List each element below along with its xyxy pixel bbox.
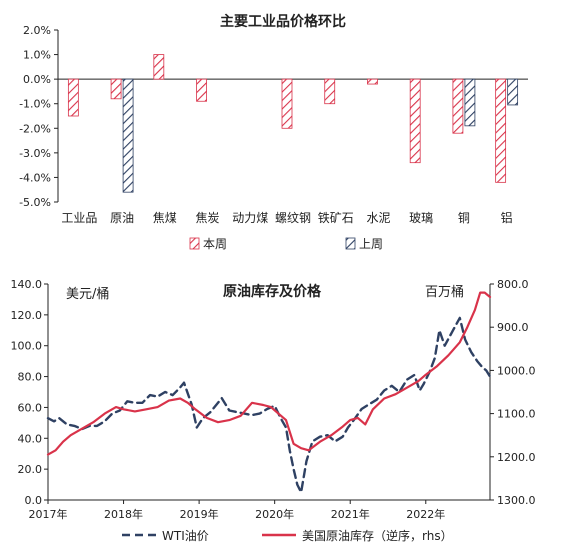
chart1-category-label: 工业品 bbox=[61, 211, 97, 225]
chart1-category-label: 铁矿石 bbox=[318, 211, 354, 225]
chart2-left-tick-label: 140.0 bbox=[11, 278, 43, 291]
chart2-left-tick-label: 120.0 bbox=[11, 309, 43, 322]
chart1-bar-last-week bbox=[507, 78, 519, 106]
chart2-x-tick-label: 2017年 bbox=[29, 507, 68, 521]
chart2-lines bbox=[46, 291, 492, 494]
chart1-legend-swatch bbox=[345, 237, 356, 250]
chart2-x-tick-label: 2020年 bbox=[255, 507, 294, 521]
chart1-category-label: 铜 bbox=[458, 210, 470, 225]
chart1-y-tick-label: -5.0% bbox=[19, 196, 51, 209]
chart2-right-tick-label: 1300.0 bbox=[497, 494, 536, 507]
chart2-x-tick-label: 2022年 bbox=[406, 507, 445, 521]
chart1-category-label: 螺纹钢 bbox=[275, 211, 311, 225]
chart1-bar-this-week bbox=[324, 78, 336, 105]
chart2-x-tick-label: 2021年 bbox=[331, 507, 370, 521]
wti-price-line bbox=[46, 316, 492, 494]
chart1-y-axis: 2.0% 1.0% 0.0% -1.0% -2.0% -3.0% -4.0% -5.0% bbox=[19, 24, 59, 209]
crude-oil-inventory-line-chart: 原油库存及价格 美元/桶 百万桶 0.0 20.0 40.0 60.0 80.0 100.… bbox=[11, 278, 536, 543]
chart1-category-label: 水泥 bbox=[366, 211, 390, 225]
chart1-title: 主要工业品价格环比 bbox=[220, 13, 346, 30]
chart1-bar-this-week bbox=[409, 78, 421, 164]
chart2-title: 原油库存及价格 bbox=[223, 283, 322, 300]
chart1-category-label: 动力煤 bbox=[232, 211, 268, 225]
chart2-legend: WTI油价 美国原油库存（逆序，rhs） bbox=[122, 528, 453, 543]
chart2-right-tick-label: 900.0 bbox=[497, 321, 529, 334]
chart1-legend-label: 上周 bbox=[359, 237, 383, 251]
chart1-bar-this-week bbox=[110, 78, 122, 100]
chart2-x-tick-label: 2019年 bbox=[180, 507, 219, 521]
chart1-x-axis: 工业品 原油 焦煤 焦炭 动力煤 螺纹钢 铁矿石 水泥 玻璃 铜 铝 bbox=[58, 78, 528, 225]
chart1-category-label: 原油 bbox=[110, 211, 134, 225]
chart2-axes: 0.0 20.0 40.0 60.0 80.0 100.0 120.0 140.0 800.0 9… bbox=[11, 278, 536, 521]
chart2-right-tick-label: 1200.0 bbox=[497, 451, 536, 464]
chart1-y-tick-label: 1.0% bbox=[23, 49, 51, 62]
chart1-y-tick-label: 2.0% bbox=[23, 24, 51, 37]
chart2-left-tick-label: 20.0 bbox=[18, 463, 43, 476]
chart1-bar-last-week bbox=[122, 78, 134, 193]
industrial-price-bar-chart: 主要工业品价格环比 2.0% 1.0% 0.0% -1.0% -2.0% -3.0% -4.… bbox=[19, 13, 528, 251]
chart2-right-tick-label: 1100.0 bbox=[497, 408, 536, 421]
chart2-legend-label: 美国原油库存（逆序，rhs） bbox=[302, 528, 453, 543]
chart1-category-label: 铝 bbox=[501, 210, 513, 225]
chart2-left-unit: 美元/桶 bbox=[66, 287, 109, 302]
chart1-bars bbox=[67, 54, 519, 193]
chart1-bar-this-week bbox=[495, 78, 507, 183]
chart1-bar-this-week bbox=[153, 54, 165, 80]
chart2-left-tick-label: 40.0 bbox=[18, 432, 43, 445]
chart2-left-tick-label: 0.0 bbox=[25, 494, 43, 507]
chart1-bar-this-week bbox=[452, 78, 464, 134]
us-crude-inventory-line bbox=[46, 291, 492, 456]
chart1-category-label: 焦煤 bbox=[153, 211, 177, 225]
chart1-bar-last-week bbox=[464, 78, 476, 127]
chart1-y-tick-label: -4.0% bbox=[19, 171, 51, 184]
chart2-x-tick-label: 2018年 bbox=[104, 507, 143, 521]
chart2-right-unit: 百万桶 bbox=[425, 285, 464, 300]
chart1-y-tick-label: -1.0% bbox=[19, 98, 51, 111]
chart1-category-label: 焦炭 bbox=[196, 211, 220, 225]
chart1-category-label: 玻璃 bbox=[409, 211, 433, 225]
chart1-legend-label: 本周 bbox=[203, 237, 227, 251]
chart2-left-tick-label: 80.0 bbox=[18, 371, 43, 384]
chart1-bar-this-week bbox=[196, 78, 207, 102]
chart1-legend: 本周 上周 bbox=[189, 237, 383, 251]
chart1-y-tick-label: -3.0% bbox=[19, 147, 51, 160]
chart1-y-tick-label: 0.0% bbox=[23, 73, 51, 86]
chart2-right-tick-label: 800.0 bbox=[497, 278, 529, 291]
chart2-left-tick-label: 60.0 bbox=[18, 401, 43, 414]
chart1-bar-this-week bbox=[367, 78, 378, 85]
chart1-y-tick-label: -2.0% bbox=[19, 122, 51, 135]
chart1-bar-this-week bbox=[281, 78, 293, 129]
chart1-bar-this-week bbox=[67, 78, 79, 117]
chart2-legend-label: WTI油价 bbox=[162, 529, 209, 543]
chart2-right-tick-label: 1000.0 bbox=[497, 364, 536, 377]
chart1-legend-swatch bbox=[189, 237, 200, 250]
chart2-left-tick-label: 100.0 bbox=[11, 340, 43, 353]
